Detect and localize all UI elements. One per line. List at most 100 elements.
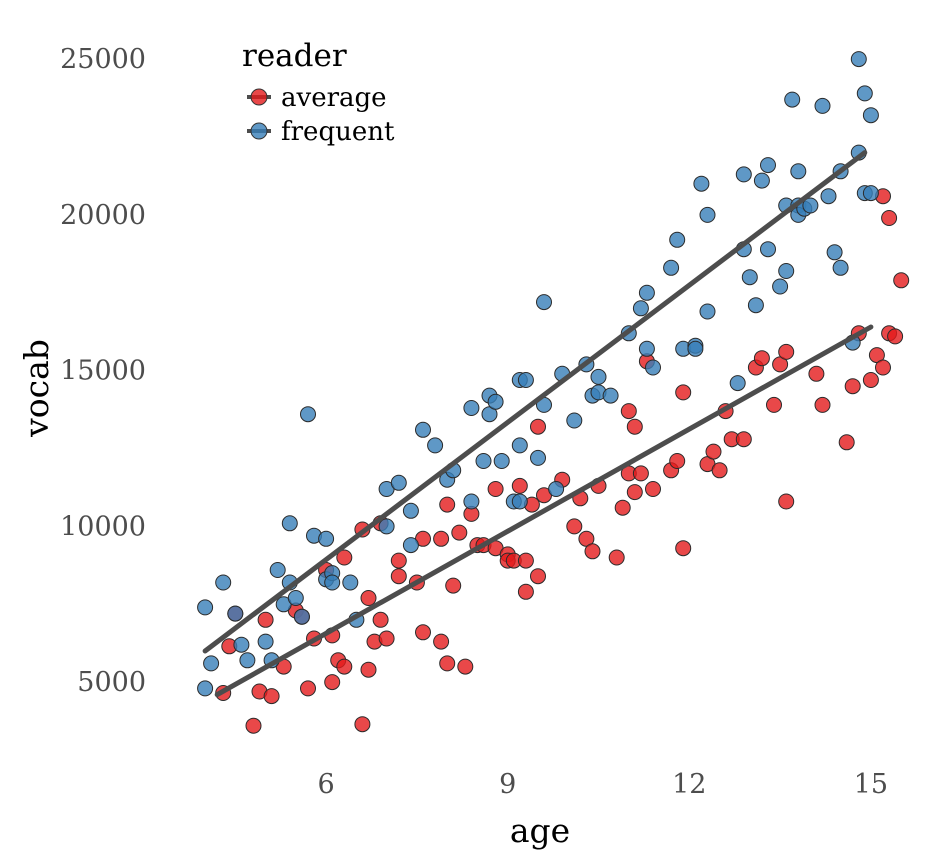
point-average-5	[257, 611, 274, 628]
point-average-36	[451, 524, 468, 541]
point-frequent-60	[663, 259, 680, 276]
point-frequent-47	[548, 481, 565, 497]
point-frequent-89	[832, 259, 849, 276]
point-average-30	[415, 624, 431, 641]
point-average-65	[632, 465, 649, 482]
legend-item-average: average	[247, 83, 387, 113]
point-average-86	[838, 434, 855, 451]
point-frequent-91	[850, 51, 867, 68]
y-tick-label-15000: 15000	[60, 356, 146, 387]
point-average-17	[336, 549, 353, 566]
y-tick-label-20000: 20000	[60, 200, 146, 231]
legend-key-average	[250, 88, 268, 106]
point-frequent-26	[402, 537, 419, 554]
point-frequent-75	[760, 157, 776, 174]
point-average-42	[487, 481, 504, 497]
point-average-33	[439, 496, 456, 513]
x-tick-label-15: 15	[854, 769, 888, 800]
point-frequent-29	[427, 437, 444, 454]
point-average-14	[324, 674, 341, 691]
point-average-87	[844, 378, 861, 395]
point-frequent-23	[378, 518, 395, 535]
point-frequent-41	[511, 437, 528, 454]
point-frequent-49	[566, 412, 583, 429]
point-average-32	[433, 633, 450, 650]
point-frequent-44	[530, 449, 546, 466]
y-axis-ticks: 5000 10000 15000 20000 25000	[60, 44, 146, 698]
point-frequent-45	[536, 294, 552, 311]
point-frequent-61	[669, 231, 686, 248]
point-average-37	[457, 658, 474, 675]
point-average-64	[626, 484, 643, 501]
point-frequent-4	[227, 605, 244, 622]
point-average-89	[862, 372, 879, 388]
point-frequent-56	[632, 300, 649, 317]
point-frequent-84	[802, 197, 819, 214]
point-frequent-68	[729, 375, 746, 392]
point-average-6	[263, 688, 280, 705]
point-frequent-43	[517, 372, 534, 388]
point-average-48	[517, 583, 534, 600]
legend-item-frequent: frequent	[247, 117, 395, 147]
point-average-94	[881, 210, 898, 226]
point-frequent-76	[772, 278, 789, 295]
point-frequent-13	[287, 590, 304, 606]
point-frequent-54	[602, 387, 619, 404]
point-frequent-0	[197, 599, 214, 616]
x-axis-title: age	[510, 811, 570, 850]
point-frequent-25	[390, 474, 407, 491]
point-frequent-34	[475, 453, 492, 469]
points-layer	[197, 51, 910, 734]
point-frequent-9	[269, 562, 286, 578]
point-frequent-78	[778, 263, 795, 279]
point-frequent-52	[590, 368, 607, 385]
point-average-46	[511, 477, 528, 494]
point-frequent-86	[820, 188, 837, 205]
point-average-63	[626, 418, 643, 435]
trend-line-frequent	[202, 150, 868, 654]
point-average-60	[614, 499, 631, 516]
point-frequent-93	[856, 85, 873, 102]
point-frequent-79	[784, 91, 801, 108]
point-frequent-59	[645, 359, 661, 376]
point-average-26	[390, 568, 407, 585]
point-average-27	[390, 552, 407, 569]
point-average-20	[360, 590, 377, 606]
point-frequent-70	[735, 166, 752, 183]
x-axis-ticks: 6 9 12 15	[318, 769, 889, 800]
point-average-25	[378, 630, 395, 647]
point-frequent-57	[638, 284, 655, 301]
point-average-69	[669, 453, 686, 469]
point-average-96	[893, 272, 910, 289]
point-frequent-1	[197, 680, 214, 697]
point-frequent-80	[790, 163, 807, 180]
point-average-47	[517, 552, 534, 569]
point-frequent-15	[300, 406, 316, 423]
point-average-62	[620, 403, 637, 420]
point-frequent-87	[826, 244, 843, 261]
point-average-84	[808, 365, 825, 382]
point-frequent-7	[257, 633, 274, 650]
y-axis-title: vocab	[17, 339, 56, 438]
point-frequent-74	[760, 241, 776, 258]
point-frequent-32	[463, 493, 480, 510]
point-average-34	[439, 655, 456, 672]
point-average-21	[360, 661, 377, 678]
x-tick-label-12: 12	[672, 769, 706, 800]
point-average-71	[675, 540, 692, 557]
trend-lines	[202, 150, 874, 698]
point-frequent-67	[699, 206, 716, 223]
point-average-77	[735, 431, 752, 448]
point-frequent-72	[747, 297, 764, 314]
point-average-74	[711, 462, 728, 479]
point-frequent-27	[402, 502, 419, 519]
point-frequent-20	[324, 574, 341, 591]
y-tick-label-5000: 5000	[77, 667, 146, 698]
point-frequent-73	[753, 172, 770, 189]
point-frequent-71	[741, 269, 758, 286]
point-frequent-17	[318, 530, 335, 547]
point-average-19	[354, 716, 371, 733]
point-frequent-37	[487, 393, 504, 410]
y-tick-label-10000: 10000	[60, 511, 146, 542]
point-frequent-6	[239, 652, 256, 669]
